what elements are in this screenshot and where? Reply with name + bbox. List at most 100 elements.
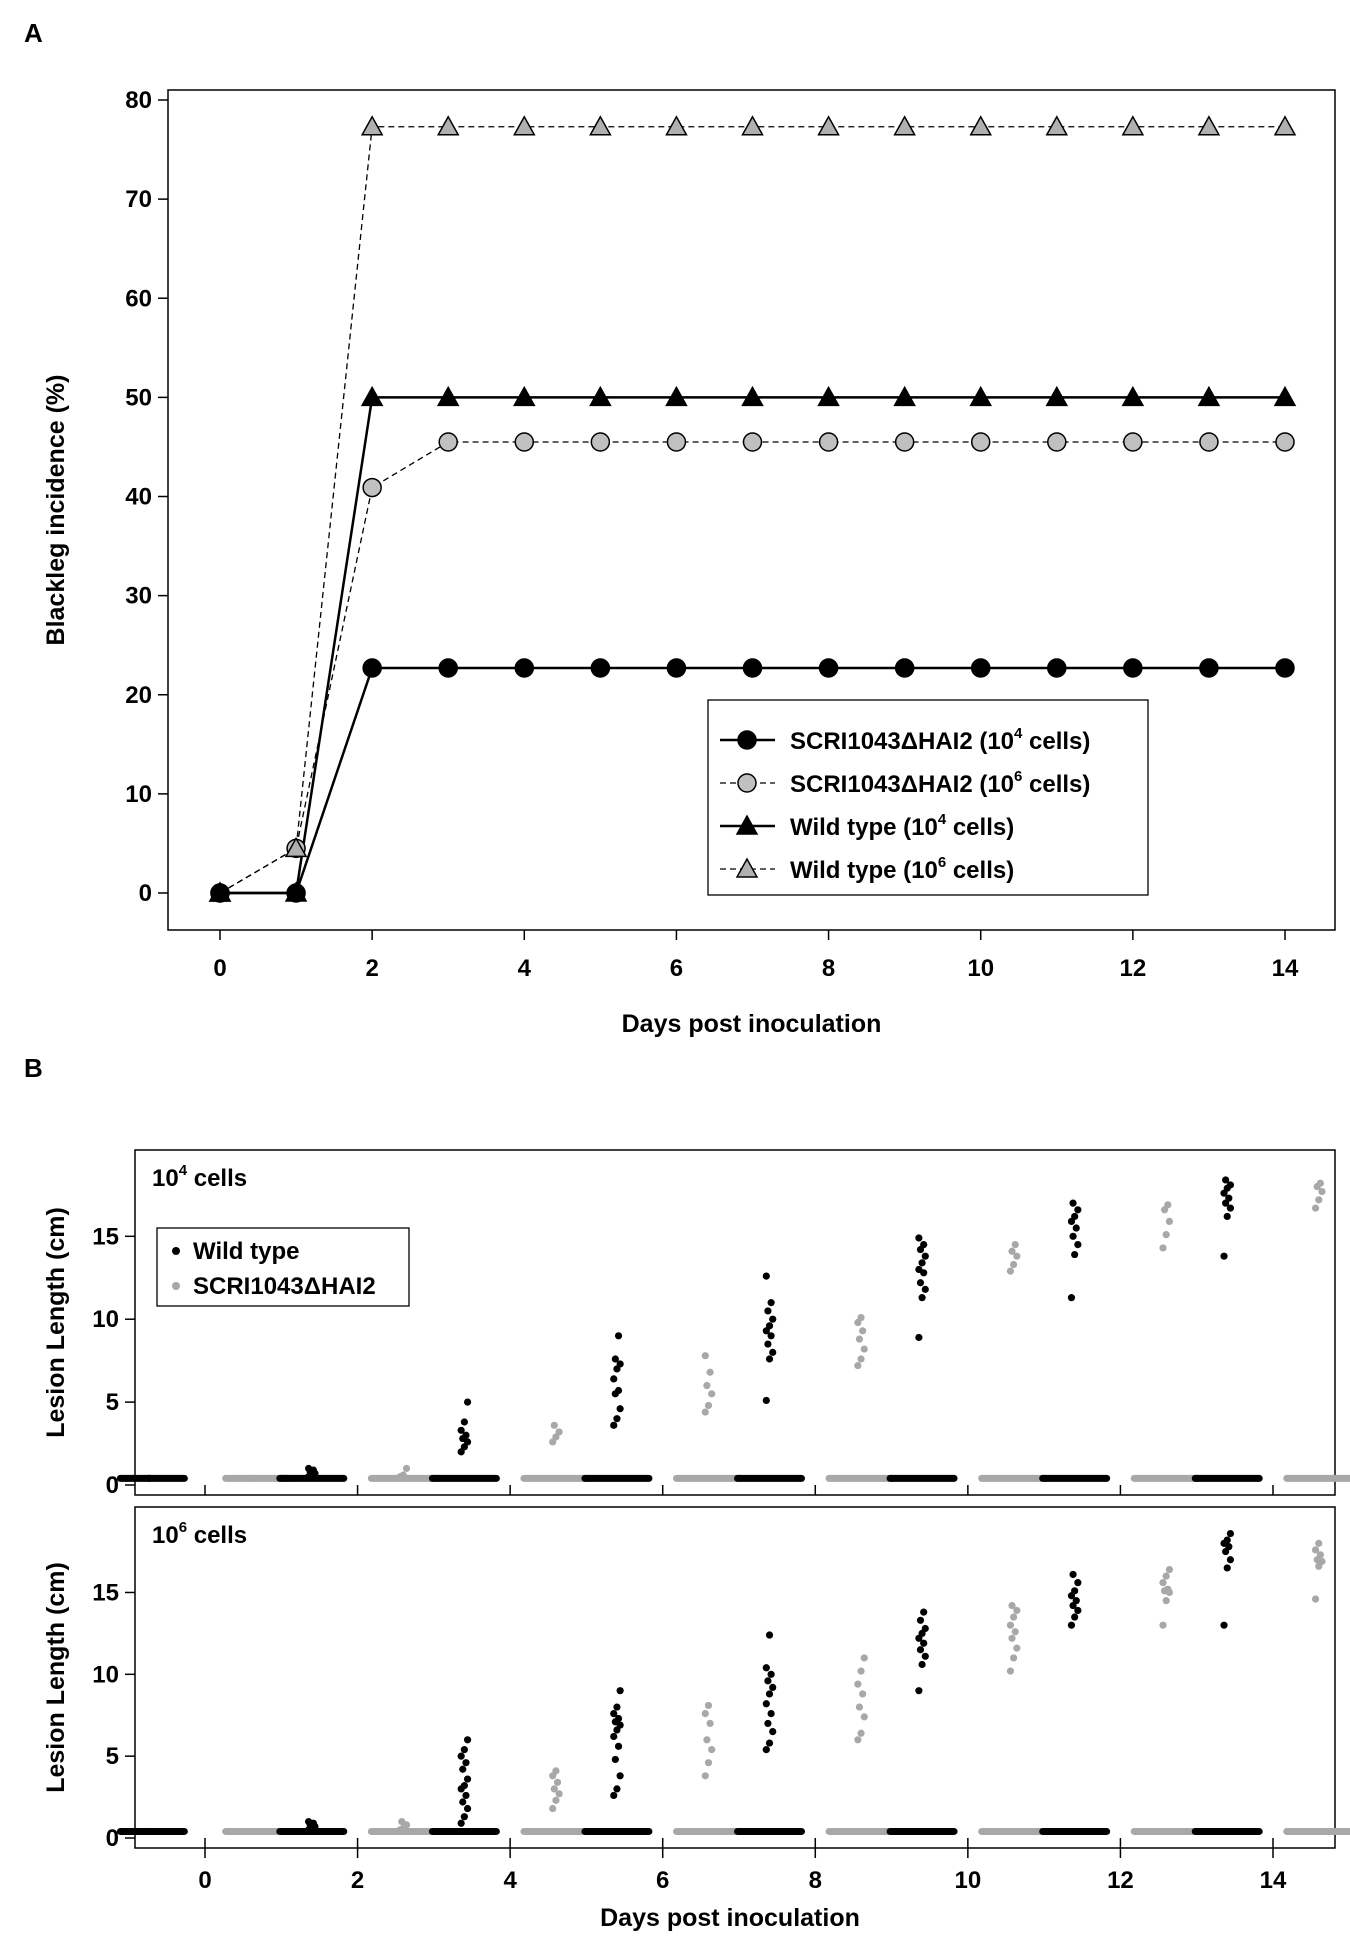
data-point <box>1006 1621 1015 1629</box>
data-point <box>762 1396 770 1405</box>
data-point <box>915 1687 923 1695</box>
y-tick-label: 5 <box>106 1743 119 1770</box>
panel-letter-b: B <box>24 1053 43 1083</box>
legend-marker <box>737 773 757 793</box>
data-point <box>1047 658 1067 678</box>
data-point <box>1069 1570 1077 1579</box>
data-point <box>613 1703 621 1711</box>
data-point <box>1164 1201 1172 1209</box>
data-point <box>460 1746 468 1754</box>
y-tick-label: 50 <box>125 384 152 411</box>
data-point <box>589 115 612 136</box>
y-tick-label: 40 <box>125 484 152 511</box>
data-point <box>859 1690 867 1698</box>
legend-marker <box>737 730 757 750</box>
data-point <box>1071 1212 1079 1221</box>
data-point <box>741 385 764 407</box>
data-point <box>460 1782 468 1790</box>
data-point <box>1121 115 1145 136</box>
data-point <box>703 1381 711 1390</box>
data-point <box>1165 1217 1173 1225</box>
data-point <box>701 1352 709 1360</box>
y-tick-label: 0 <box>106 1472 119 1499</box>
data-point <box>1072 1597 1080 1605</box>
data-point <box>552 1796 560 1804</box>
data-point <box>1008 1247 1016 1255</box>
data-point <box>1220 1621 1228 1629</box>
data-point <box>1318 1187 1326 1196</box>
data-point <box>457 1819 465 1827</box>
data-point <box>704 1701 713 1710</box>
data-point <box>614 1714 623 1723</box>
data-point <box>1071 1250 1079 1259</box>
data-point <box>1069 1232 1077 1240</box>
data-point <box>284 836 308 858</box>
data-point <box>1071 1587 1079 1595</box>
y-tick-label: 80 <box>125 87 152 114</box>
data-point <box>1006 1667 1015 1675</box>
x-tick-label: 8 <box>822 955 835 982</box>
data-point <box>145 1827 153 1836</box>
x-tick-label: 10 <box>955 1867 982 1894</box>
data-point <box>1275 658 1295 678</box>
data-point <box>1067 1621 1076 1629</box>
data-point <box>857 1355 865 1363</box>
x-tick-label: 12 <box>1107 1867 1134 1894</box>
data-point <box>1011 1241 1019 1249</box>
data-point <box>817 385 840 407</box>
data-point <box>1123 658 1143 678</box>
data-point <box>250 1827 259 1836</box>
data-point <box>616 1772 624 1780</box>
legend-marker <box>735 814 759 835</box>
data-point <box>1311 1204 1320 1212</box>
data-point <box>1159 1244 1167 1252</box>
data-point <box>457 1752 465 1760</box>
data-point <box>704 1759 713 1767</box>
data-point <box>463 1398 472 1406</box>
legend-box <box>707 699 1149 896</box>
data-point <box>765 1322 774 1330</box>
x-tick-label: 14 <box>1260 1867 1287 1894</box>
data-point <box>460 1813 468 1821</box>
data-point <box>589 385 612 407</box>
data-point <box>854 1736 862 1744</box>
data-point <box>1006 1267 1015 1275</box>
x-tick-label: 8 <box>809 1867 822 1894</box>
plot-frame <box>167 89 1336 931</box>
legend: Wild type SCRI1043ΔHAI2 <box>156 1227 410 1307</box>
data-point <box>305 1818 313 1826</box>
data-point <box>614 1742 623 1750</box>
data-point <box>918 1660 926 1669</box>
x-tick-label: 0 <box>213 955 226 982</box>
data-point <box>590 432 611 452</box>
data-point <box>1072 1224 1080 1232</box>
data-point <box>360 115 384 136</box>
data-point <box>1315 1196 1323 1204</box>
data-point <box>438 658 458 678</box>
data-point <box>552 1767 560 1775</box>
data-point <box>769 1728 777 1736</box>
y-tick-label: 70 <box>125 186 152 213</box>
legend-marker <box>172 1282 180 1290</box>
data-point <box>305 1464 313 1473</box>
y-tick-label: 20 <box>125 682 152 709</box>
data-point <box>1199 658 1219 678</box>
data-point <box>767 1299 775 1307</box>
data-point <box>1071 1613 1079 1621</box>
data-point <box>818 658 839 678</box>
x-tick-label: 0 <box>198 1867 211 1894</box>
data-point <box>703 1736 711 1744</box>
data-point <box>550 1421 558 1429</box>
data-point <box>701 1772 709 1780</box>
data-point <box>857 1313 865 1322</box>
legend-entry: SCRI1043ΔHAI2 <box>193 1273 376 1300</box>
subplot-10-4-cells: 0 5 10 15 Lesion Length (cm) 104 cells Wild ty… <box>42 1149 1350 1499</box>
data-point <box>613 1785 621 1793</box>
data-point <box>1199 432 1219 452</box>
data-point <box>857 1729 865 1737</box>
plot-frame <box>134 1149 1336 1496</box>
data-point <box>610 1791 618 1800</box>
data-point <box>1045 115 1069 136</box>
data-point <box>514 432 535 452</box>
data-point <box>1223 1212 1231 1221</box>
